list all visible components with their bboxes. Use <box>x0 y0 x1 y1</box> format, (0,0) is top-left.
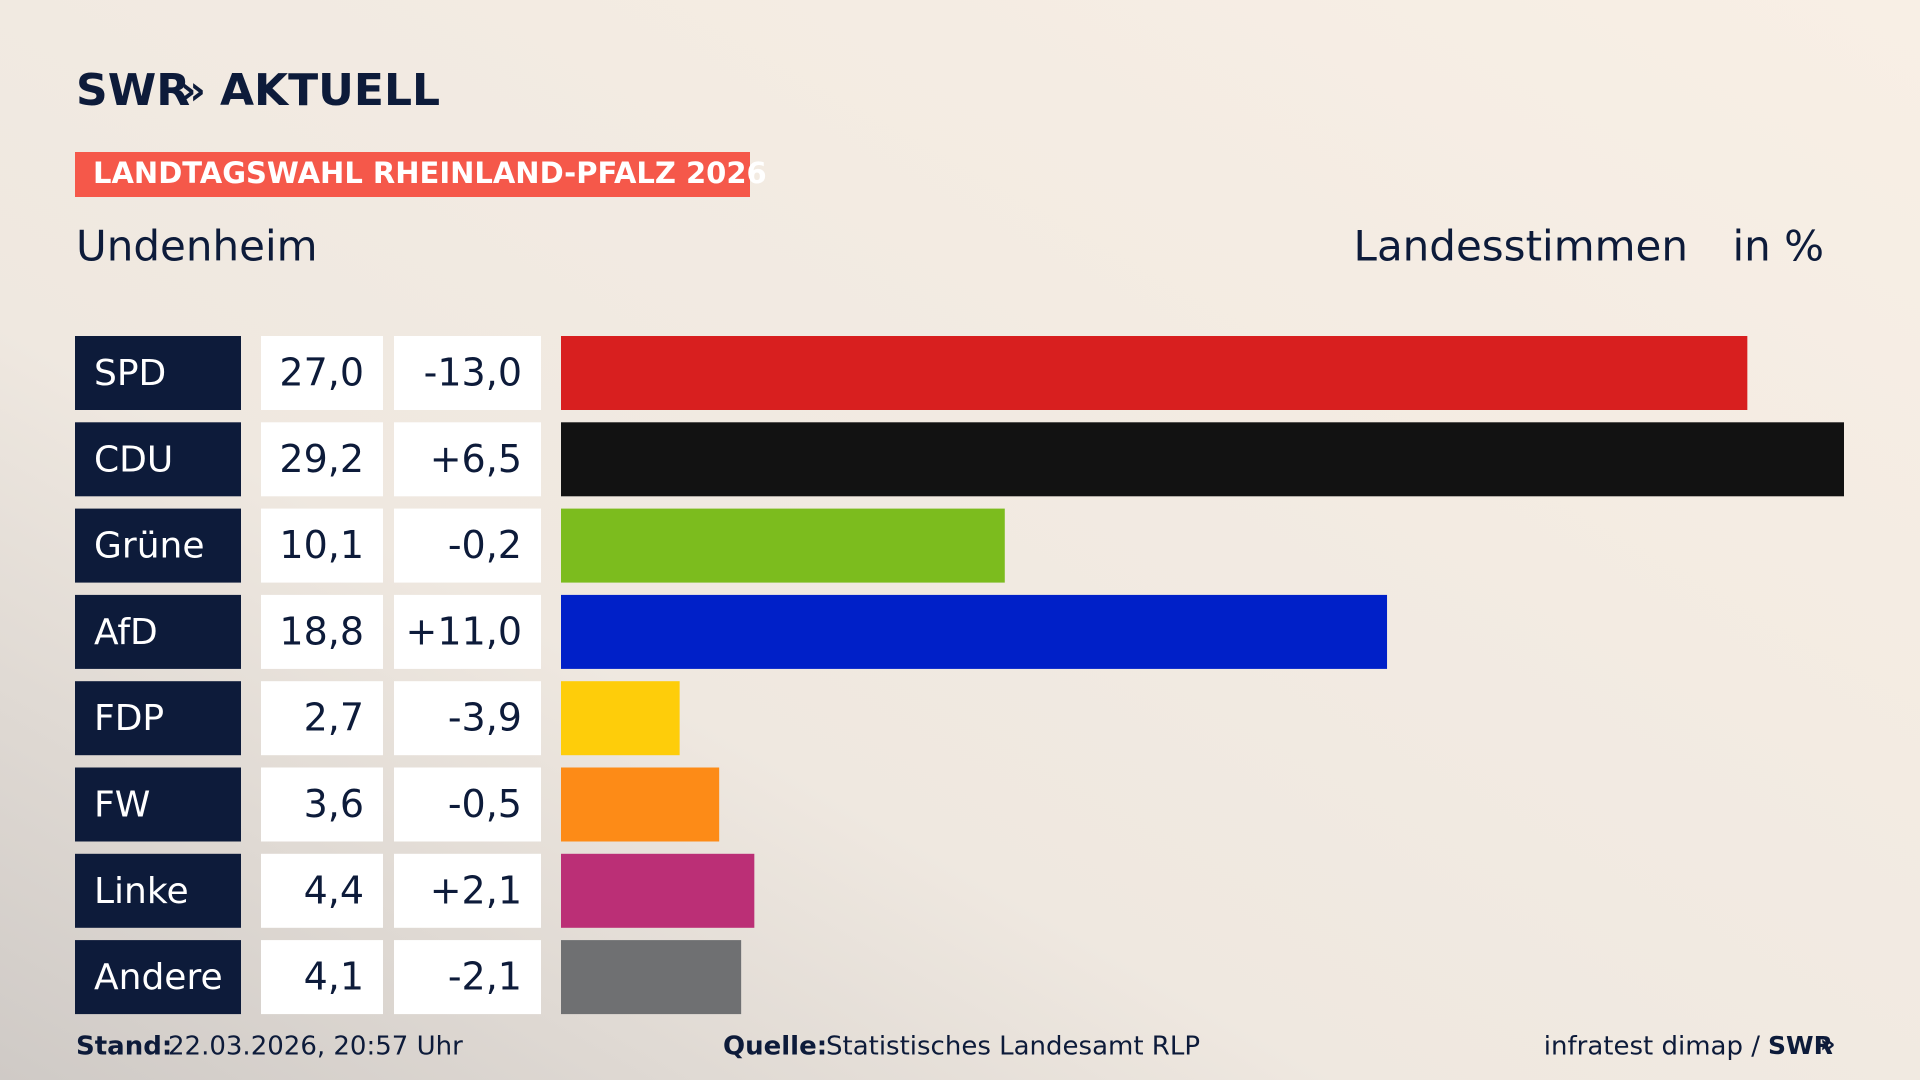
change-box <box>394 422 541 497</box>
value-box <box>261 940 383 1015</box>
change-label: -0,2 <box>448 523 522 567</box>
bar <box>561 853 755 928</box>
change-label: -3,9 <box>448 696 522 740</box>
party-label: AfD <box>94 612 158 653</box>
bar <box>561 594 1388 669</box>
logo-brand: SWR <box>76 65 190 116</box>
value-label: 18,8 <box>279 609 364 653</box>
change-label: +6,5 <box>430 437 522 481</box>
party-label: FDP <box>94 698 164 739</box>
party-box <box>75 681 241 756</box>
source-label: Quelle: <box>723 1032 827 1062</box>
change-label: -0,5 <box>448 782 522 826</box>
change-box <box>394 681 541 756</box>
credit: infratest dimap / <box>1544 1032 1760 1062</box>
title: Undenheim <box>76 222 318 271</box>
change-box <box>394 336 541 410</box>
bar <box>561 767 720 842</box>
party-box <box>75 422 241 497</box>
party-box <box>75 853 241 928</box>
party-box <box>75 940 241 1015</box>
change-box <box>394 767 541 842</box>
value-label: 2,7 <box>304 696 364 740</box>
source: Statistisches Landesamt RLP <box>826 1032 1200 1062</box>
change-box <box>394 594 541 669</box>
value-label: 4,1 <box>304 955 364 999</box>
logo-name: AKTUELL <box>220 65 440 116</box>
logo-arrows: » <box>180 68 206 114</box>
change-box <box>394 940 541 1015</box>
value-box <box>261 336 383 410</box>
party-box <box>75 508 241 583</box>
change-label: -2,1 <box>448 955 522 999</box>
value-label: 10,1 <box>279 523 364 567</box>
change-label: +11,0 <box>406 609 522 653</box>
change-label: -13,0 <box>424 351 522 395</box>
value-label: 3,6 <box>304 782 364 826</box>
party-box <box>75 336 241 410</box>
party-box <box>75 767 241 842</box>
change-box <box>394 508 541 583</box>
party-label: Andere <box>94 957 223 998</box>
value-box <box>261 508 383 583</box>
bar <box>561 336 1748 410</box>
change-label: +2,1 <box>430 868 522 912</box>
bar <box>561 940 742 1015</box>
stand-label: Stand: <box>76 1032 172 1062</box>
value-box <box>261 853 383 928</box>
bar <box>561 422 1844 497</box>
value-label: 4,4 <box>304 868 364 912</box>
credit-brand: SWR <box>1768 1031 1833 1060</box>
value-box <box>261 594 383 669</box>
bar <box>561 681 680 756</box>
unit: in % <box>1732 222 1824 271</box>
change-box <box>394 853 541 928</box>
stand: 22.03.2026, 20:57 Uhr <box>168 1032 463 1062</box>
value-box <box>261 681 383 756</box>
credit-arrows: » <box>1820 1030 1836 1058</box>
measure: Landesstimmen <box>1354 222 1688 271</box>
value-box <box>261 422 383 497</box>
party-label: CDU <box>94 439 173 480</box>
party-label: Grüne <box>94 526 204 567</box>
rows: SPD 27,0 -13,0 CDU 29,2 +6,5 Grüne 10,1 -0,2 AfD 1… <box>75 336 1844 1015</box>
party-label: FW <box>94 785 150 826</box>
party-box <box>75 594 241 669</box>
party-label: SPD <box>94 353 166 394</box>
value-label: 29,2 <box>279 437 364 481</box>
value-label: 27,0 <box>279 351 364 395</box>
party-label: Linke <box>94 871 189 912</box>
banner-text: LANDTAGSWAHL RHEINLAND-PFALZ 2026 <box>93 156 767 190</box>
banner <box>75 152 750 197</box>
value-box <box>261 767 383 842</box>
bar <box>561 508 1005 583</box>
